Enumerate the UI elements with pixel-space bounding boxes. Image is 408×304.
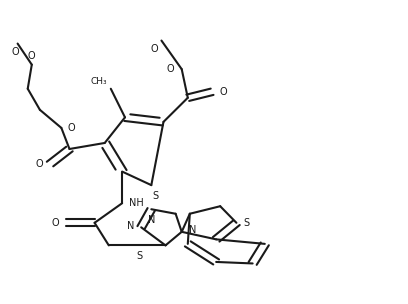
Text: NH: NH — [129, 198, 144, 208]
Text: O: O — [68, 123, 75, 133]
Text: O: O — [167, 64, 174, 74]
Text: N: N — [189, 225, 196, 235]
Text: N: N — [126, 221, 134, 231]
Text: CH₃: CH₃ — [91, 77, 108, 86]
Text: S: S — [152, 191, 158, 201]
Text: O: O — [28, 51, 35, 61]
Text: O: O — [151, 43, 158, 54]
Text: O: O — [35, 159, 43, 169]
Text: O: O — [220, 87, 227, 97]
Text: S: S — [244, 218, 250, 228]
Text: O: O — [12, 47, 20, 57]
Text: O: O — [51, 218, 59, 228]
Text: S: S — [136, 251, 142, 261]
Text: N: N — [148, 215, 155, 225]
